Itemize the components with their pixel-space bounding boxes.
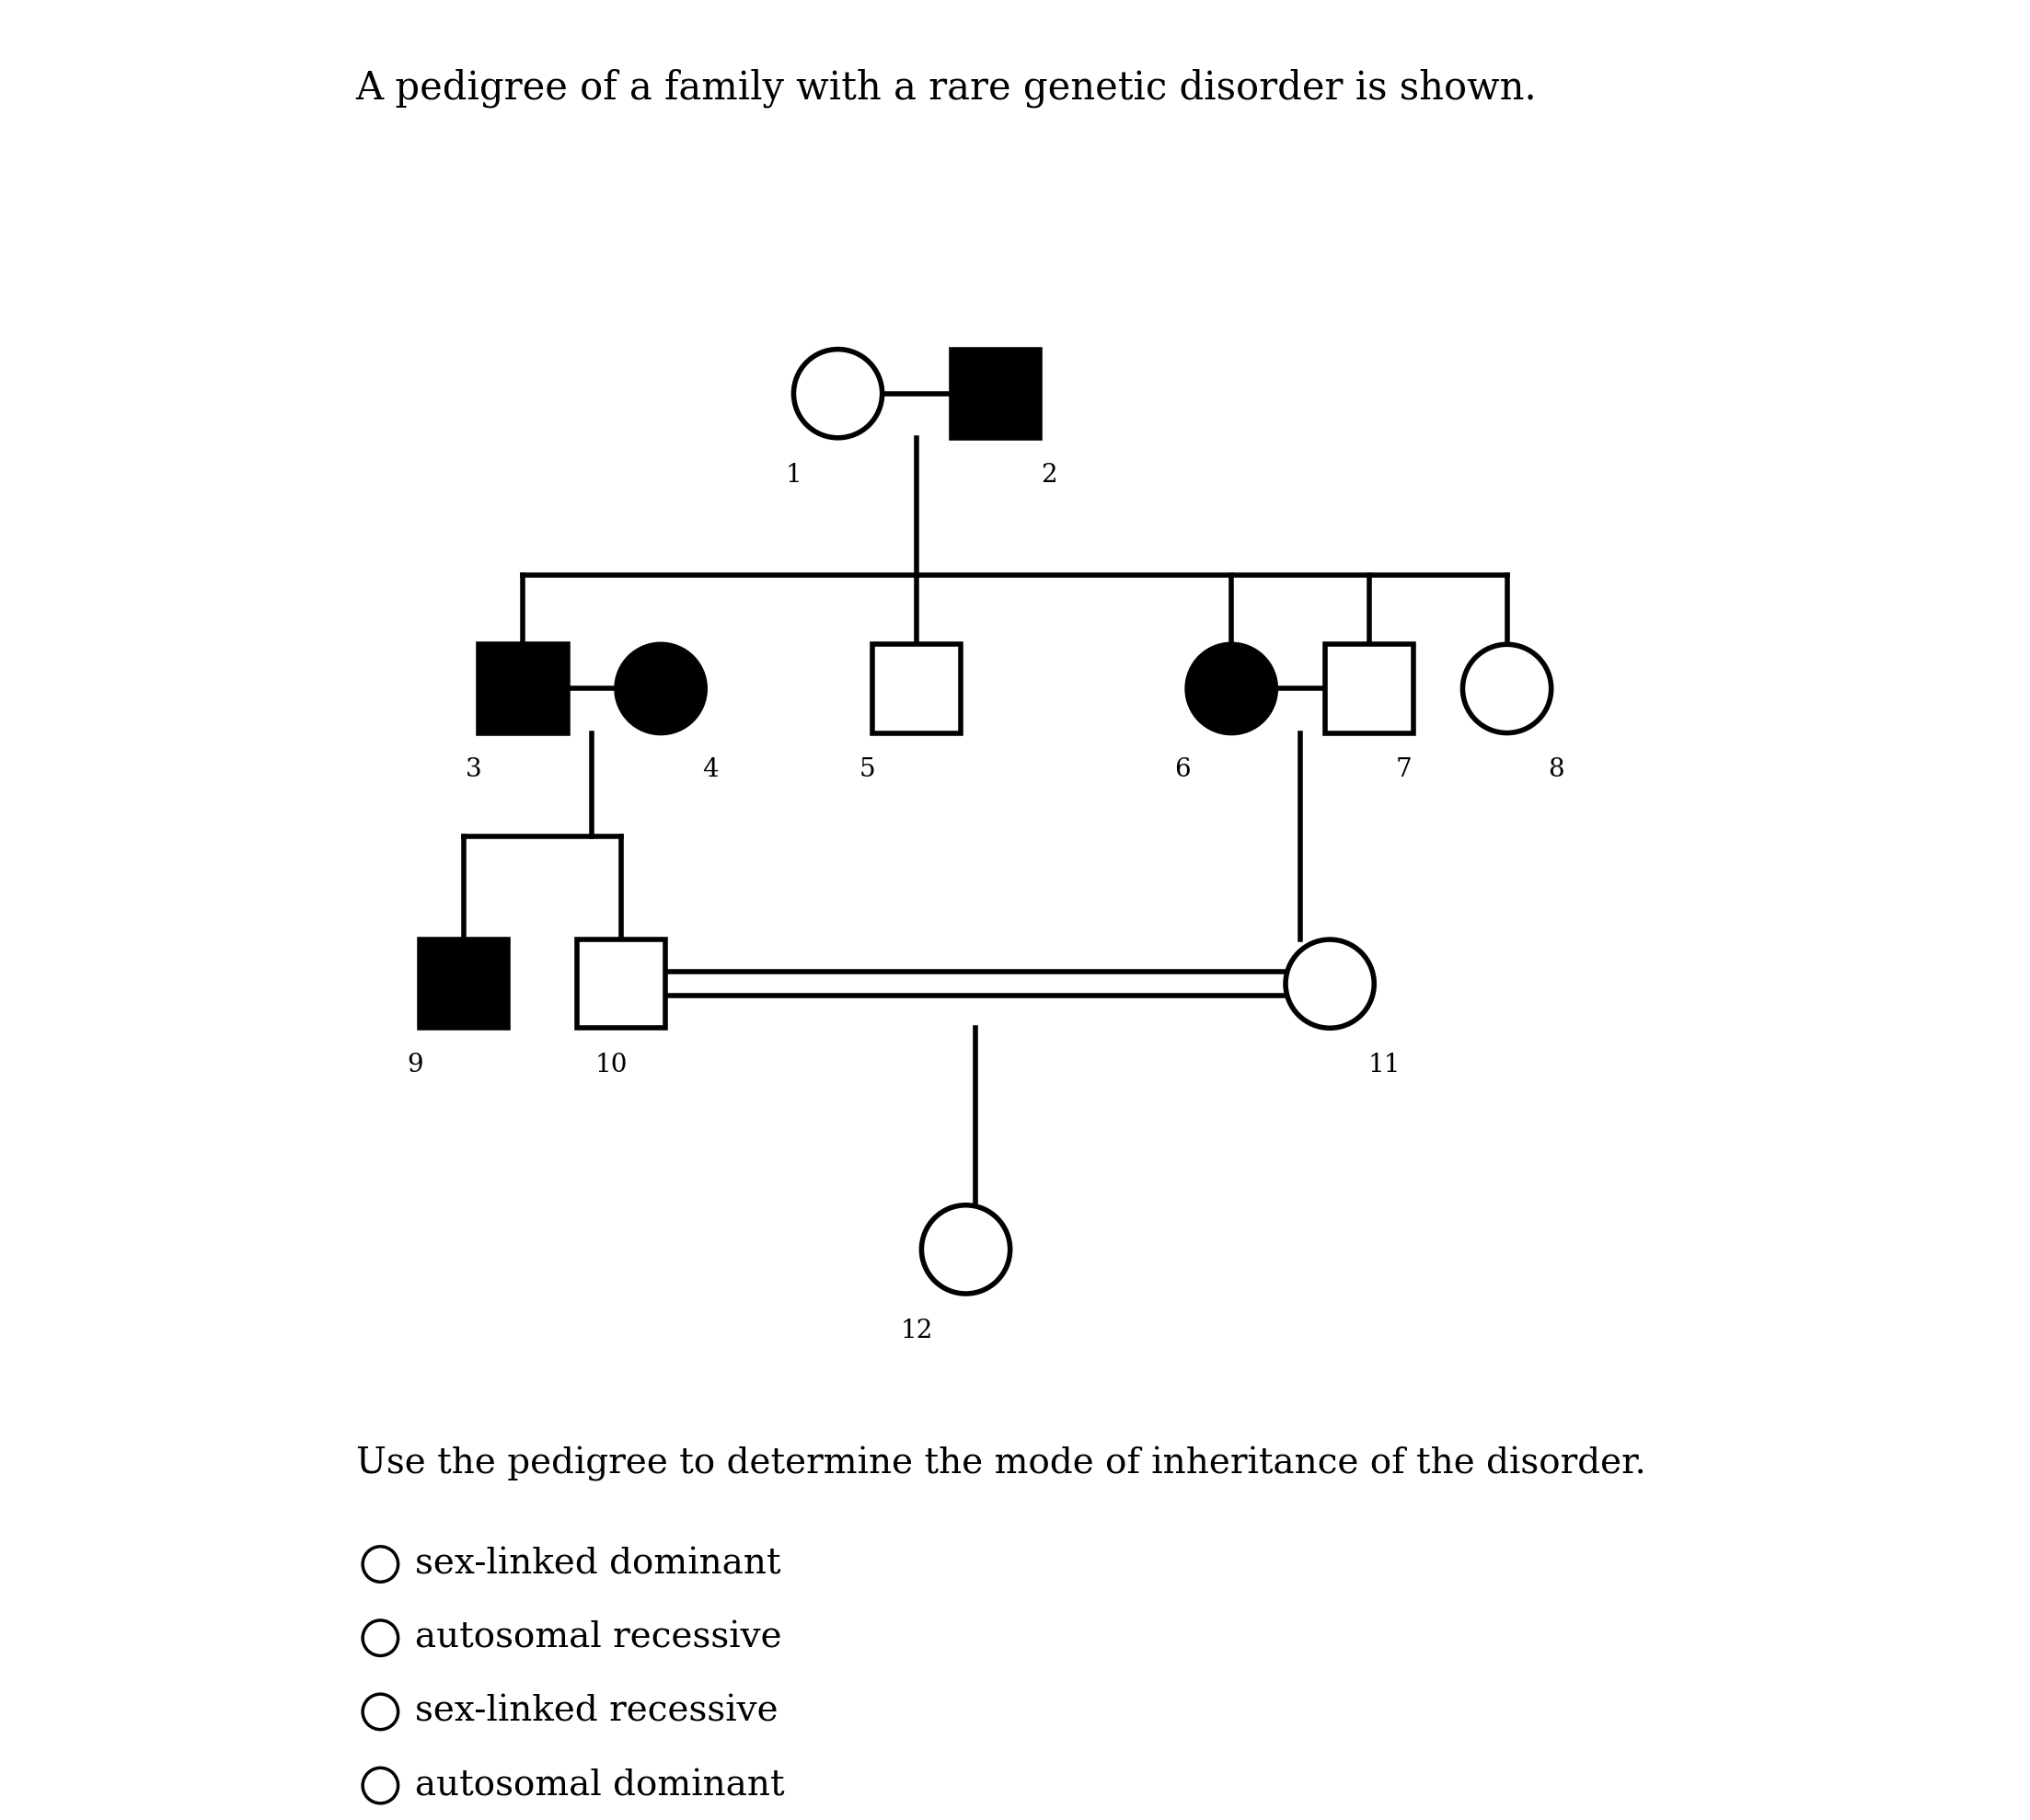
Bar (950, 349, 1039, 439)
Circle shape (617, 644, 704, 733)
Bar (1326, 644, 1413, 733)
Circle shape (1188, 644, 1275, 733)
Text: 1: 1 (786, 462, 802, 488)
Text: 2: 2 (1041, 462, 1058, 488)
Text: 6: 6 (1173, 757, 1190, 783)
Text: 10: 10 (595, 1052, 627, 1077)
Circle shape (794, 349, 883, 439)
Text: 8: 8 (1549, 757, 1565, 783)
Bar (479, 644, 566, 733)
Circle shape (363, 1767, 398, 1804)
Text: autosomal recessive: autosomal recessive (414, 1622, 782, 1654)
Text: 11: 11 (1368, 1052, 1401, 1077)
Text: sex-linked dominant: sex-linked dominant (414, 1547, 782, 1582)
Circle shape (1464, 644, 1551, 733)
Text: A pedigree of a family with a rare genetic disorder is shown.: A pedigree of a family with a rare genet… (355, 69, 1537, 107)
Text: 12: 12 (901, 1318, 934, 1343)
Text: autosomal dominant: autosomal dominant (414, 1769, 784, 1802)
Bar (873, 644, 960, 733)
Text: 3: 3 (465, 757, 481, 783)
Bar (420, 939, 508, 1028)
Text: sex-linked recessive: sex-linked recessive (414, 1694, 777, 1729)
Circle shape (922, 1205, 1011, 1294)
Bar (577, 939, 666, 1028)
Circle shape (1285, 939, 1374, 1028)
Circle shape (363, 1547, 398, 1582)
Text: 4: 4 (702, 757, 719, 783)
Circle shape (363, 1620, 398, 1656)
Text: Use the pedigree to determine the mode of inheritance of the disorder.: Use the pedigree to determine the mode o… (355, 1447, 1646, 1481)
Circle shape (363, 1694, 398, 1729)
Text: 9: 9 (406, 1052, 422, 1077)
Text: 7: 7 (1395, 757, 1411, 783)
Text: 5: 5 (859, 757, 875, 783)
